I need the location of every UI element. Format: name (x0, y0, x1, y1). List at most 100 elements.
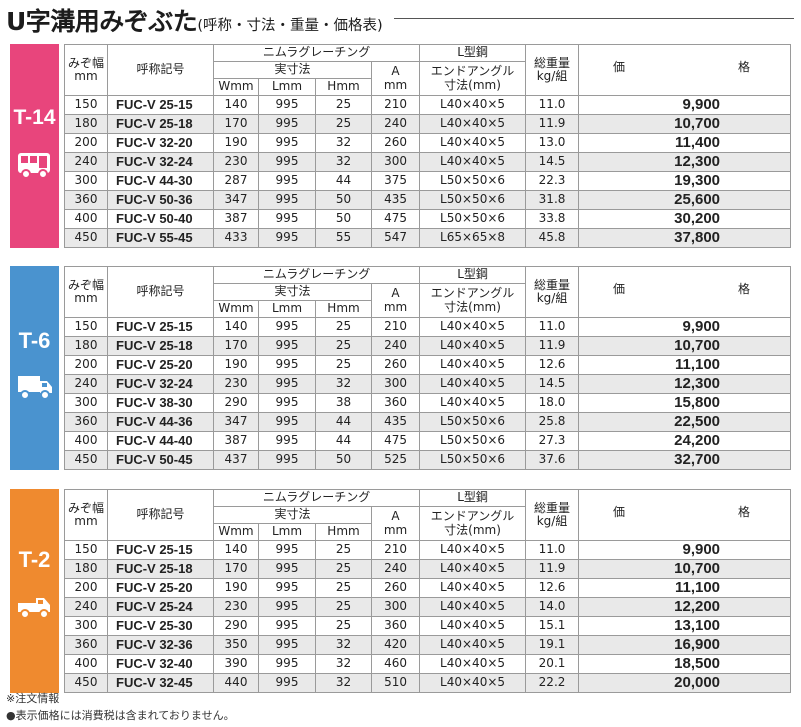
load-class-tab: T-14 (10, 44, 59, 248)
cell-price: 32,700 (578, 450, 792, 470)
cell-w: 230 (213, 152, 259, 172)
cell-code: FUC-V 50-36 (107, 190, 214, 210)
cell-price: 12,200 (578, 597, 792, 617)
cell-w: 287 (213, 171, 259, 191)
cell-weight: 13.0 (525, 133, 580, 153)
cell-a: 460 (370, 654, 421, 674)
cell-a: 435 (370, 412, 421, 432)
cell-w: 230 (213, 374, 259, 394)
cell-code: FUC-V 50-40 (107, 209, 214, 229)
th-l: Lmm (258, 523, 316, 541)
notes: ※注文情報 ●表示価格には消費税は含まれておりません。 (6, 690, 235, 724)
table-row: 200 FUC-V 25-20 190 995 25 260 L40×40×5 12.6 11,… (64, 578, 792, 598)
cell-code: FUC-V 44-40 (107, 431, 214, 451)
cell-angle: L65×65×8 (419, 228, 527, 248)
cell-price: 18,500 (578, 654, 792, 674)
cell-weight: 37.6 (525, 450, 580, 470)
cell-width: 200 (64, 133, 108, 153)
cell-h: 32 (315, 374, 372, 394)
cell-l: 995 (258, 635, 316, 655)
cell-l: 995 (258, 355, 316, 375)
cell-a: 360 (370, 616, 421, 636)
cell-a: 260 (370, 133, 421, 153)
cell-weight: 14.5 (525, 152, 580, 172)
cell-l: 995 (258, 114, 316, 134)
table-row: 150 FUC-V 25-15 140 995 25 210 L40×40×5 11.0 9,9… (64, 540, 792, 560)
spec-table: みぞ幅 mm 呼称記号 ニムラグレーチング L型鋼 総重量 kg/組 価格 実寸法 … (64, 266, 792, 470)
cell-a: 210 (370, 95, 421, 115)
cell-width: 300 (64, 171, 108, 191)
th-dims: 実寸法 (213, 283, 372, 301)
cell-code: FUC-V 50-45 (107, 450, 214, 470)
th-angle: エンドアングル 寸法(mm) (419, 506, 527, 541)
cell-weight: 25.8 (525, 412, 580, 432)
cell-l: 995 (258, 228, 316, 248)
cell-h: 50 (315, 209, 372, 229)
table-row: 300 FUC-V 44-30 287 995 44 375 L50×50×6 22.3 19,… (64, 171, 792, 191)
cell-width: 400 (64, 431, 108, 451)
cell-a: 525 (370, 450, 421, 470)
cell-angle: L40×40×5 (419, 317, 527, 337)
cell-h: 25 (315, 540, 372, 560)
th-l: Lmm (258, 78, 316, 96)
th-grating: ニムラグレーチング (212, 44, 421, 62)
cell-width: 450 (64, 228, 108, 248)
cell-w: 350 (213, 635, 259, 655)
cell-price: 37,800 (578, 228, 792, 248)
cell-l: 995 (258, 336, 316, 356)
cell-weight: 22.3 (525, 171, 580, 191)
th-steel: L型鋼 (419, 489, 527, 507)
cell-l: 995 (258, 374, 316, 394)
cell-angle: L40×40×5 (419, 540, 527, 560)
cell-a: 210 (370, 540, 421, 560)
cell-code: FUC-V 25-20 (107, 355, 214, 375)
cell-w: 390 (213, 654, 259, 674)
spec-table: みぞ幅 mm 呼称記号 ニムラグレーチング L型鋼 総重量 kg/組 価格 実寸法 … (64, 44, 792, 248)
cell-angle: L50×50×6 (419, 171, 527, 191)
cell-h: 25 (315, 114, 372, 134)
th-weight: 総重量 kg/組 (525, 489, 580, 541)
cell-weight: 19.1 (525, 635, 580, 655)
cell-h: 32 (315, 635, 372, 655)
cell-width: 200 (64, 578, 108, 598)
cell-price: 11,100 (578, 355, 792, 375)
cell-h: 32 (315, 152, 372, 172)
cell-weight: 11.9 (525, 336, 580, 356)
cell-l: 995 (258, 540, 316, 560)
cell-h: 50 (315, 190, 372, 210)
th-code: 呼称記号 (107, 44, 214, 96)
table-row: 200 FUC-V 25-20 190 995 25 260 L40×40×5 12.6 11,… (64, 355, 792, 375)
cell-w: 387 (213, 431, 259, 451)
cell-width: 300 (64, 393, 108, 413)
cell-l: 995 (258, 578, 316, 598)
th-l: Lmm (258, 300, 316, 318)
cell-angle: L50×50×6 (419, 209, 527, 229)
cell-angle: L40×40×5 (419, 673, 527, 693)
cell-angle: L40×40×5 (419, 133, 527, 153)
cell-price: 19,300 (578, 171, 792, 191)
cell-width: 240 (64, 374, 108, 394)
cell-code: FUC-V 32-45 (107, 673, 214, 693)
cell-a: 240 (370, 114, 421, 134)
table-row: 150 FUC-V 25-15 140 995 25 210 L40×40×5 11.0 9,9… (64, 317, 792, 337)
cell-a: 210 (370, 317, 421, 337)
cell-angle: L40×40×5 (419, 635, 527, 655)
table-row: 180 FUC-V 25-18 170 995 25 240 L40×40×5 11.9 10,… (64, 559, 792, 579)
cell-a: 375 (370, 171, 421, 191)
cell-w: 170 (213, 559, 259, 579)
table-row: 400 FUC-V 50-40 387 995 50 475 L50×50×6 33.8 30,… (64, 209, 792, 229)
th-h: Hmm (315, 523, 372, 541)
cell-price: 12,300 (578, 152, 792, 172)
cell-price: 9,900 (578, 95, 792, 115)
cell-width: 180 (64, 559, 108, 579)
table-row: 400 FUC-V 32-40 390 995 32 460 L40×40×5 20.1 18,… (64, 654, 792, 674)
cell-a: 435 (370, 190, 421, 210)
cell-price: 22,500 (578, 412, 792, 432)
cell-h: 25 (315, 616, 372, 636)
cell-code: FUC-V 25-30 (107, 616, 214, 636)
title-sub: (呼称・寸法・重量・価格表) (197, 18, 383, 34)
cell-w: 290 (213, 393, 259, 413)
cell-angle: L40×40×5 (419, 355, 527, 375)
cell-a: 300 (370, 152, 421, 172)
